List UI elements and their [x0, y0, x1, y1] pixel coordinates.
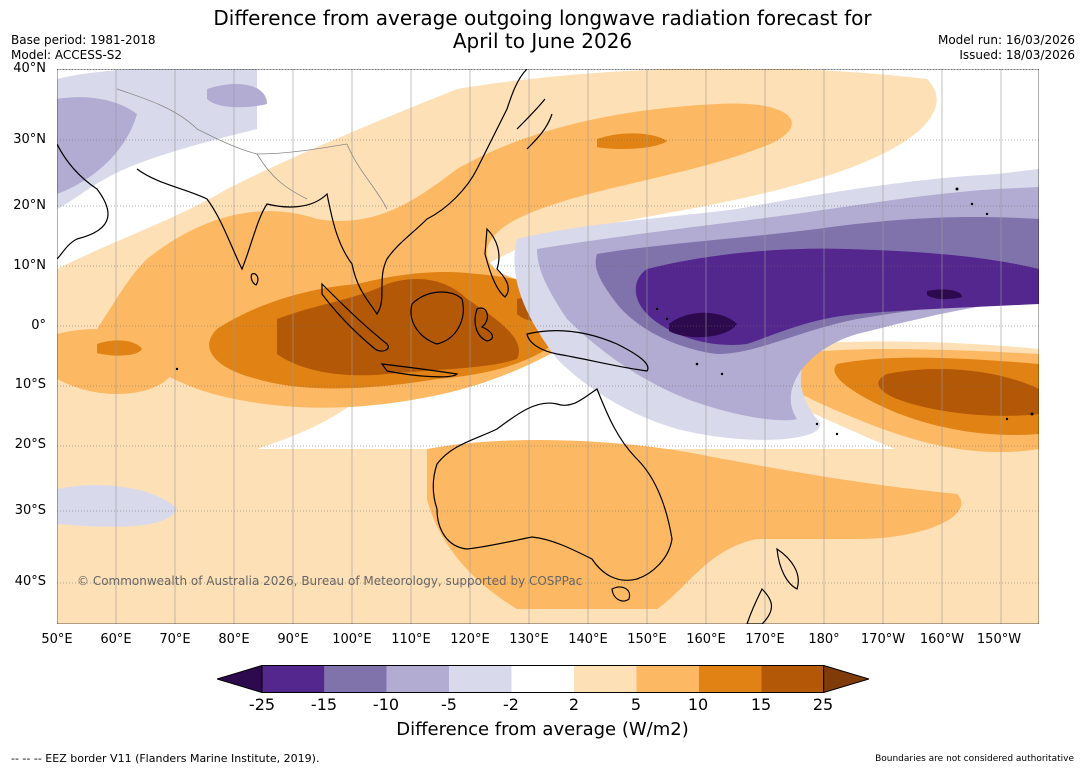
lat-label-10s: 10°S [14, 377, 46, 392]
colorbar-tick: -15 [310, 695, 338, 714]
lon-label-100e: 100°E [332, 632, 372, 647]
coast-new-guinea [526, 330, 649, 372]
coast-new-zealand [746, 547, 799, 624]
copyright-notice: © Commonwealth of Australia 2026, Bureau… [77, 574, 582, 588]
lon-label-160w: 160°W [919, 632, 965, 647]
colorbar-swatch [449, 665, 512, 693]
colorbar-tick: 2 [568, 695, 580, 714]
coast-borneo [410, 291, 464, 345]
lat-label-40n: 40°N [13, 61, 46, 76]
colorbar-swatch [698, 665, 762, 693]
lat-label-20s: 20°S [14, 437, 46, 452]
coast-java [380, 363, 459, 378]
colorbar-tick: 5 [630, 695, 642, 714]
colorbar-tick: 25 [812, 695, 834, 714]
coast-japan [516, 98, 553, 150]
coast-sulawesi [474, 307, 494, 342]
lat-label-0: 0° [31, 318, 46, 333]
colorbar-swatch [511, 665, 574, 693]
lon-label-170w: 170°W [860, 632, 906, 647]
issued-date: Issued: 18/03/2026 [959, 48, 1075, 62]
colorbar-swatch [386, 665, 450, 693]
lat-label-30s: 30°S [14, 503, 46, 518]
lon-label-180: 180° [808, 632, 840, 647]
colorbar-swatch [262, 665, 325, 693]
boundaries-note: Boundaries are not considered authoritat… [875, 754, 1074, 764]
colorbar-tick: -5 [441, 695, 457, 714]
anomaly-map: © Commonwealth of Australia 2026, Bureau… [57, 69, 1039, 624]
lon-label-60e: 60°E [100, 632, 132, 647]
colorbar-tick: -10 [372, 695, 400, 714]
lon-label-150w: 150°W [976, 632, 1022, 647]
meridians [115, 69, 1002, 624]
lon-label-80e: 80°E [218, 632, 250, 647]
chart-title-line2: April to June 2026 [452, 29, 633, 53]
lon-label-50e: 50°E [41, 632, 73, 647]
colorbar-tick: -2 [503, 695, 519, 714]
country-borders [116, 88, 388, 210]
chart-title-line1: Difference from average outgoing longwav… [213, 6, 872, 30]
lat-label-40s: 40°S [14, 574, 46, 589]
colorbar-tick: 15 [750, 695, 772, 714]
coastlines [57, 69, 799, 624]
colorbar-swatch [761, 665, 824, 693]
coast-tasmania [611, 586, 631, 602]
eez-legend: -- -- -- EEZ border V11 (Flanders Marine… [11, 752, 320, 765]
lon-label-70e: 70°E [159, 632, 191, 647]
anomaly-field-neg-15-25 [635, 248, 1039, 345]
lon-label-160e: 160°E [686, 632, 726, 647]
anomaly-field-below-25 [669, 289, 962, 338]
colorbar-swatch [636, 665, 699, 693]
lon-label-130e: 130°E [509, 632, 549, 647]
colorbar-tick: 10 [687, 695, 709, 714]
colorbar [217, 665, 869, 693]
coast-sumatra [321, 282, 389, 352]
colorbar-swatch-above [823, 665, 869, 693]
colorbar-swatch [574, 665, 637, 693]
lat-label-30n: 30°N [13, 132, 46, 147]
lon-label-90e: 90°E [277, 632, 309, 647]
lon-label-170e: 170°E [745, 632, 785, 647]
model-run: Model run: 16/03/2026 [937, 33, 1075, 47]
lat-label-10n: 10°N [13, 258, 46, 273]
coast-sri-lanka [250, 273, 259, 286]
colorbar-tick: -25 [248, 695, 276, 714]
colorbar-title: Difference from average (W/m2) [396, 719, 689, 740]
coast-asia [57, 69, 528, 316]
coast-philippines [484, 227, 509, 298]
model-name: Model: ACCESS-S2 [11, 48, 123, 62]
colorbar-swatch [324, 665, 387, 693]
lon-label-110e: 110°E [391, 632, 431, 647]
pacific-islands [175, 187, 1034, 436]
base-period: Base period: 1981-2018 [11, 33, 156, 47]
coast-australia [432, 388, 673, 581]
colorbar-swatch-below [217, 665, 262, 693]
lat-label-20n: 20°N [13, 198, 46, 213]
lon-label-150e: 150°E [627, 632, 667, 647]
lon-label-140e: 140°E [568, 632, 608, 647]
lon-label-120e: 120°E [450, 632, 490, 647]
